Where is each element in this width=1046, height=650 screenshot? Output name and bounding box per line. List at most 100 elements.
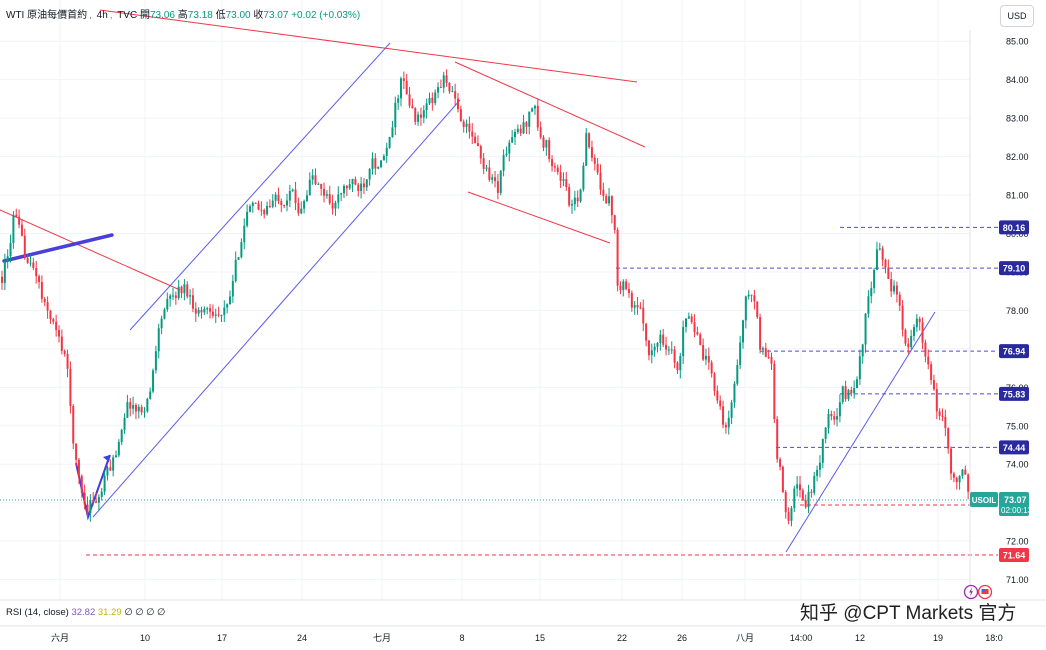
candle-body <box>625 281 628 290</box>
candle-body <box>194 308 197 314</box>
candle-body <box>696 332 699 335</box>
candle-body <box>770 357 773 364</box>
level-tag-label: 79.10 <box>1003 264 1026 274</box>
candle-body <box>665 344 668 350</box>
trendline-red[interactable] <box>454 61 646 148</box>
candle-body <box>217 314 220 316</box>
candle-body <box>841 386 844 403</box>
candle-body <box>722 406 725 425</box>
candle-body <box>46 302 49 311</box>
candle-body <box>833 416 836 420</box>
candle-body <box>445 75 448 83</box>
candle-body <box>468 123 471 132</box>
candle-body <box>340 193 343 195</box>
candle-body <box>562 179 565 181</box>
candle-body <box>485 167 488 169</box>
candle-body <box>72 406 75 444</box>
candle-body <box>428 97 431 104</box>
candle-body <box>619 285 622 291</box>
candle-body <box>157 328 160 352</box>
candle-body <box>248 206 251 212</box>
candle-body <box>266 205 269 215</box>
candle-body <box>26 258 29 263</box>
candle-body <box>784 492 787 513</box>
close-label: 收 <box>253 10 264 21</box>
channel-line-blue[interactable] <box>785 311 936 553</box>
high-value: 73.18 <box>187 10 213 21</box>
trendline-red[interactable] <box>0 209 181 291</box>
trendline-red[interactable] <box>467 191 611 244</box>
candle-body <box>568 187 571 206</box>
candle-body <box>303 201 306 209</box>
candle-body <box>331 203 334 209</box>
candle-body <box>95 501 98 503</box>
symbol-name[interactable]: WTI 原油每價首約 <box>6 10 88 21</box>
level-tag <box>999 440 1029 455</box>
currency-button[interactable]: USD <box>1000 5 1034 27</box>
candle-body <box>796 484 799 489</box>
candle-body <box>220 315 223 317</box>
x-tick-label: 六月 <box>51 632 69 643</box>
candle-body <box>380 160 383 167</box>
candle-body <box>847 389 850 400</box>
x-tick-label: 10 <box>140 633 150 643</box>
candle-body <box>357 184 360 191</box>
candle-body <box>884 259 887 268</box>
candle-body <box>915 318 918 328</box>
level-tag-label: 74.44 <box>1003 443 1026 453</box>
rsi-ma-value: 31.29 <box>97 607 122 618</box>
x-tick-label: 14:00 <box>790 633 813 643</box>
candle-body <box>950 448 953 474</box>
candle-body <box>662 334 665 345</box>
rsi-legend[interactable]: RSI (14, close) 32.82 31.29 ∅ ∅ ∅ ∅ <box>6 607 165 618</box>
alert-icons[interactable] <box>963 584 993 600</box>
x-tick-label: 八月 <box>736 633 754 643</box>
candle-body <box>613 215 616 230</box>
candle-body <box>439 87 442 89</box>
candle-body <box>163 309 166 319</box>
candle-body <box>15 214 18 217</box>
candle-body <box>656 342 659 347</box>
x-tick-label: 18:0 <box>985 633 1003 643</box>
candle-body <box>382 156 385 161</box>
trendline-red[interactable] <box>99 9 638 83</box>
candle-body <box>790 508 793 521</box>
candle-body <box>964 469 967 475</box>
candle-body <box>499 170 502 193</box>
candle-body <box>152 370 155 392</box>
level-tag-label: 76.94 <box>1003 347 1026 357</box>
x-tick-label: 七月 <box>373 633 391 643</box>
candle-body <box>699 334 702 345</box>
candle-body <box>362 183 365 188</box>
candle-body <box>297 203 300 214</box>
candle-body <box>223 307 226 316</box>
candle-body <box>707 355 710 363</box>
candle-body <box>385 147 388 157</box>
candle-body <box>787 512 790 521</box>
candle-body <box>875 249 878 270</box>
candle-body <box>873 269 876 289</box>
time-axis[interactable]: 六月 10 17 24 七月 8 15 22 26 八月 14:00 12 19 18:0 <box>51 632 1003 643</box>
candle-body <box>394 102 397 128</box>
candle-body <box>89 499 92 514</box>
candle-body <box>548 140 551 160</box>
candle-body <box>759 317 762 350</box>
candle-body <box>291 189 294 192</box>
candle-body <box>288 191 291 201</box>
candle-body <box>955 477 958 483</box>
candle-body <box>690 316 693 323</box>
candle-body <box>887 267 890 280</box>
trendline-thick-blue[interactable] <box>2 233 114 263</box>
rsi-value: 32.82 <box>71 607 96 618</box>
channel-line-blue[interactable] <box>129 42 391 331</box>
candle-body <box>75 443 78 460</box>
x-tick-label: 24 <box>297 633 307 643</box>
y-tick-label: 75.00 <box>1006 421 1029 431</box>
channel-line-blue[interactable] <box>92 99 461 518</box>
candle-body <box>63 350 66 354</box>
candle-body <box>824 427 827 439</box>
candle-body <box>183 284 186 294</box>
candle-body <box>18 216 21 225</box>
candle-body <box>305 195 308 202</box>
